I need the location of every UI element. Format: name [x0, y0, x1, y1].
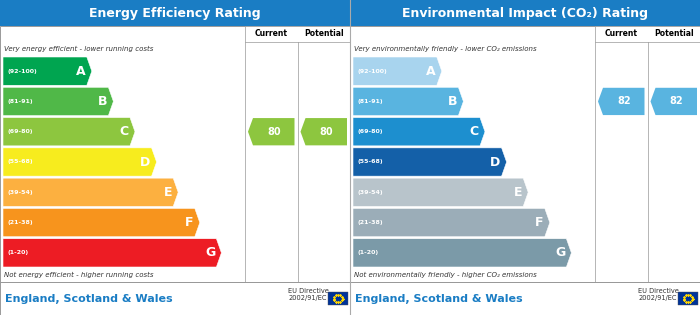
Text: G: G: [555, 246, 566, 259]
Text: (69-80): (69-80): [357, 129, 382, 134]
Text: EU Directive
2002/91/EC: EU Directive 2002/91/EC: [288, 288, 328, 301]
Bar: [350, 26, 700, 282]
Text: B: B: [98, 95, 107, 108]
Text: Environmental Impact (CO₂) Rating: Environmental Impact (CO₂) Rating: [402, 7, 648, 20]
Text: G: G: [205, 246, 216, 259]
Polygon shape: [353, 148, 507, 176]
Text: C: C: [120, 125, 129, 138]
Text: Current: Current: [605, 30, 638, 38]
Bar: [0, 282, 350, 315]
Text: D: D: [490, 156, 500, 169]
Text: Very environmentally friendly - lower CO₂ emissions: Very environmentally friendly - lower CO…: [354, 46, 537, 52]
Polygon shape: [3, 57, 92, 85]
Text: 82: 82: [669, 96, 683, 106]
Polygon shape: [598, 88, 645, 115]
Polygon shape: [3, 178, 178, 206]
Polygon shape: [353, 87, 463, 116]
Text: F: F: [186, 216, 194, 229]
Polygon shape: [300, 118, 347, 145]
Text: 80: 80: [319, 127, 333, 137]
Text: (55-68): (55-68): [357, 159, 383, 164]
Text: (69-80): (69-80): [7, 129, 32, 134]
Text: (92-100): (92-100): [357, 69, 386, 74]
Text: A: A: [426, 65, 436, 77]
Text: Not energy efficient - higher running costs: Not energy efficient - higher running co…: [4, 272, 153, 278]
Text: EU Directive
2002/91/EC: EU Directive 2002/91/EC: [638, 288, 678, 301]
Text: Energy Efficiency Rating: Energy Efficiency Rating: [89, 7, 261, 20]
Polygon shape: [3, 148, 157, 176]
Bar: [245, 26, 350, 42]
Bar: [0, 26, 350, 282]
Text: B: B: [448, 95, 457, 108]
Text: (21-38): (21-38): [7, 220, 33, 225]
Text: F: F: [536, 216, 544, 229]
Polygon shape: [3, 117, 135, 146]
Text: (1-20): (1-20): [357, 250, 378, 255]
Polygon shape: [3, 239, 221, 267]
Bar: [350, 282, 700, 315]
Polygon shape: [248, 118, 295, 145]
Bar: [328, 292, 348, 305]
Text: Potential: Potential: [654, 30, 694, 38]
Text: Potential: Potential: [304, 30, 344, 38]
Text: 80: 80: [267, 127, 281, 137]
Text: C: C: [470, 125, 479, 138]
Text: (21-38): (21-38): [357, 220, 383, 225]
Text: D: D: [140, 156, 150, 169]
Text: (39-54): (39-54): [7, 190, 33, 195]
Bar: [678, 292, 698, 305]
Bar: [350, 0, 700, 26]
Polygon shape: [353, 239, 571, 267]
Text: (92-100): (92-100): [7, 69, 36, 74]
Bar: [595, 26, 700, 42]
Text: England, Scotland & Wales: England, Scotland & Wales: [355, 294, 523, 303]
Polygon shape: [3, 87, 113, 116]
Text: Current: Current: [255, 30, 288, 38]
Text: (81-91): (81-91): [7, 99, 33, 104]
Polygon shape: [353, 209, 550, 237]
Bar: [0, 0, 350, 26]
Text: E: E: [164, 186, 172, 199]
Text: (1-20): (1-20): [7, 250, 28, 255]
Text: (81-91): (81-91): [357, 99, 383, 104]
Text: England, Scotland & Wales: England, Scotland & Wales: [5, 294, 173, 303]
Polygon shape: [353, 57, 442, 85]
Text: Very energy efficient - lower running costs: Very energy efficient - lower running co…: [4, 46, 153, 52]
Polygon shape: [353, 178, 528, 206]
Text: (39-54): (39-54): [357, 190, 383, 195]
Text: Not environmentally friendly - higher CO₂ emissions: Not environmentally friendly - higher CO…: [354, 272, 537, 278]
Polygon shape: [353, 117, 485, 146]
Polygon shape: [3, 209, 200, 237]
Text: 82: 82: [617, 96, 631, 106]
Polygon shape: [650, 88, 697, 115]
Text: (55-68): (55-68): [7, 159, 33, 164]
Text: E: E: [514, 186, 522, 199]
Text: A: A: [76, 65, 86, 77]
